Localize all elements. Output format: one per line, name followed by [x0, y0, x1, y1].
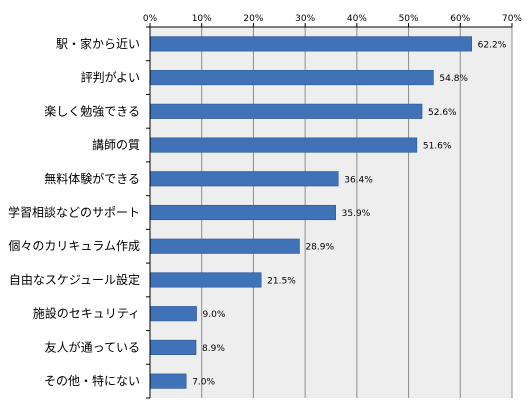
- x-tick-label: 20%: [243, 14, 263, 24]
- category-label: 施設のセキュリティ: [33, 306, 140, 321]
- bar: [149, 103, 423, 119]
- bar: [149, 272, 262, 288]
- x-tick-label: 30%: [295, 14, 315, 24]
- category-label: 楽しく勉強できる: [44, 104, 140, 118]
- data-label: 35.9%: [342, 209, 371, 219]
- x-tick-label: 10%: [192, 14, 212, 24]
- bar: [149, 137, 418, 153]
- data-label: 9.0%: [203, 310, 226, 320]
- data-label: 51.6%: [423, 142, 452, 152]
- bar: [149, 373, 187, 389]
- x-tick-label: 60%: [450, 14, 470, 24]
- data-label: 21.5%: [267, 276, 296, 286]
- category-label: 個々のカリキュラム作成: [8, 239, 140, 253]
- bar: [149, 339, 197, 355]
- x-tick-label: 50%: [399, 14, 419, 24]
- data-label: 7.0%: [192, 378, 215, 388]
- bar: [149, 306, 197, 322]
- x-axis-ticks: 0% 10% 20% 30% 40% 50% 60% 70%: [143, 14, 522, 27]
- bar: [149, 70, 434, 86]
- x-tick-label: 70%: [502, 14, 522, 24]
- category-label: 評判がよい: [81, 70, 140, 85]
- category-label: その他・特にない: [44, 373, 140, 388]
- data-label: 52.6%: [428, 108, 457, 118]
- data-label: 54.8%: [439, 74, 468, 84]
- category-labels: 駅・家から近い評判がよい楽しく勉強できる講師の質無料体験ができる学習相談などのサ…: [8, 26, 150, 399]
- data-labels: 62.2% 54.8% 52.6% 51.6% 36.4% 35.9% 28.9% 21.5%…: [192, 40, 507, 387]
- bar: [149, 36, 472, 52]
- data-label: 62.2%: [478, 40, 507, 50]
- category-label: 講師の質: [92, 137, 140, 152]
- data-label: 8.9%: [202, 344, 225, 354]
- category-label: 友人が通っている: [45, 339, 140, 354]
- category-label: 駅・家から近い: [56, 36, 140, 51]
- category-label: 自由なスケジュール設定: [9, 272, 140, 287]
- bar: [149, 204, 336, 221]
- category-label: 学習相談などのサポート: [8, 205, 140, 220]
- category-label: 無料体験ができる: [44, 171, 140, 186]
- x-tick-label: 0%: [143, 14, 158, 24]
- data-label: 36.4%: [344, 175, 373, 185]
- data-label: 28.9%: [305, 243, 334, 253]
- x-tick-label: 40%: [347, 14, 367, 24]
- bar: [149, 171, 339, 187]
- bar: [149, 238, 300, 254]
